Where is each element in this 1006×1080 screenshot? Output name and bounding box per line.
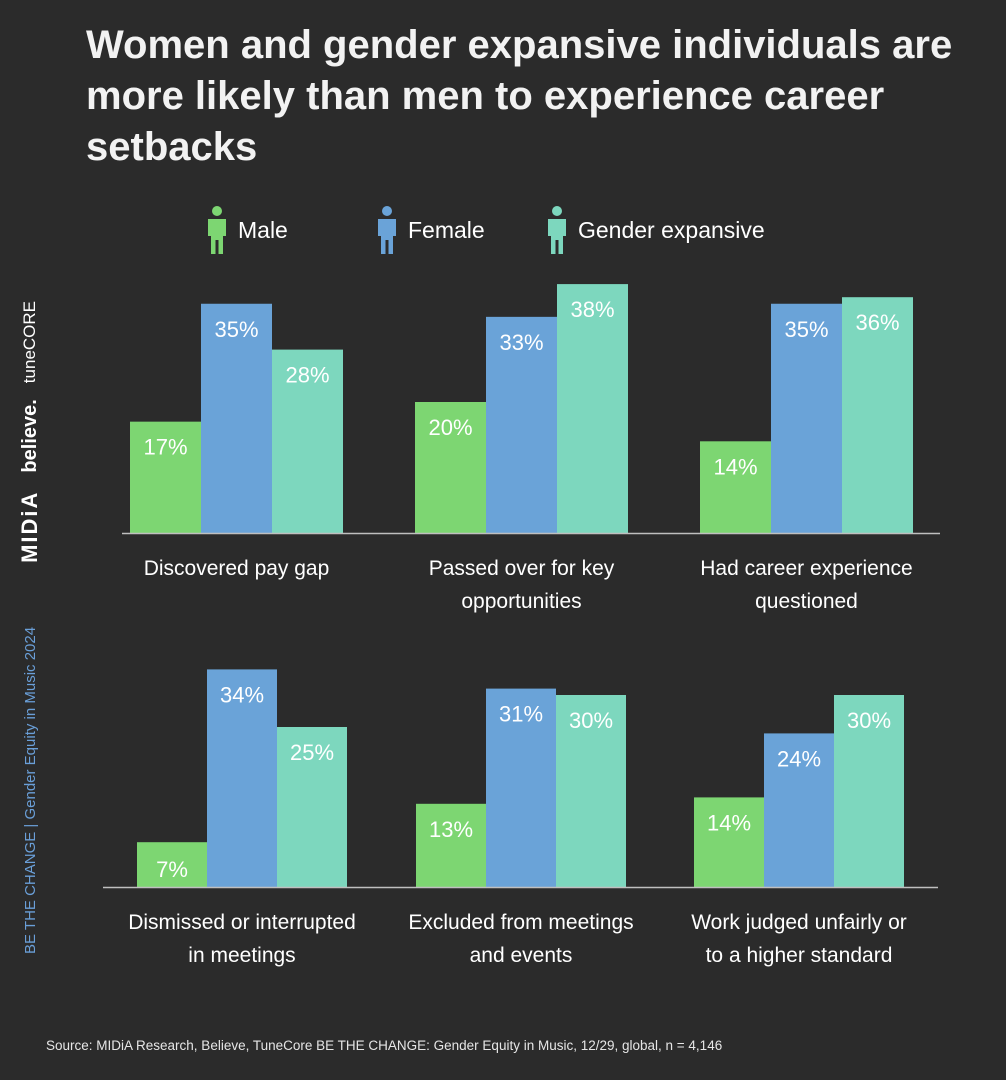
category-label-line: Had career experience — [700, 557, 912, 580]
person-icon — [378, 206, 396, 254]
bar — [272, 349, 343, 533]
category-label-line: Passed over for key — [429, 557, 615, 580]
bar-value-label: 30% — [569, 708, 613, 733]
category-label-line: Work judged unfairly or — [691, 911, 907, 934]
bar-value-label: 7% — [156, 857, 188, 882]
bar-value-label: 34% — [220, 682, 264, 707]
page-title: Women and gender expansive individuals a… — [86, 23, 953, 169]
tunecore-logo: tuneCORE — [20, 300, 39, 384]
bar — [486, 316, 557, 533]
category-label: Discovered pay gap — [144, 557, 330, 580]
bar-value-label: 35% — [784, 317, 828, 342]
category-label-line: and events — [470, 944, 573, 967]
person-icon — [208, 206, 226, 254]
bar-value-label: 20% — [428, 415, 472, 440]
bar — [557, 284, 628, 533]
category-label: Work judged unfairly or to a higher stand… — [691, 911, 907, 967]
legend-female-label: Female — [408, 216, 485, 243]
bar-value-label: 14% — [707, 810, 751, 835]
source-note: Source: MIDiA Research, Believe, TuneCor… — [46, 1038, 723, 1053]
category-label-line: questioned — [755, 590, 858, 613]
believe-logo: believe. — [18, 399, 41, 473]
category-label: Had career experience questioned — [700, 557, 912, 613]
bar — [700, 441, 771, 533]
bar — [764, 733, 834, 887]
bar-value-label: 24% — [777, 746, 821, 771]
category-label-line: in meetings — [188, 944, 295, 967]
bar-value-label: 17% — [143, 435, 187, 460]
bar — [415, 402, 486, 533]
legend-male: Male — [204, 204, 288, 256]
category-label-line: Excluded from meetings — [408, 911, 633, 934]
bar — [416, 803, 486, 887]
category-label: Passed over for key opportunities — [429, 557, 615, 613]
legend-gender-expansive-label: Gender expansive — [578, 216, 765, 243]
bar — [201, 303, 272, 533]
bar-value-label: 38% — [570, 297, 614, 322]
category-label: Excluded from meetings and events — [408, 911, 633, 967]
bar-value-label: 13% — [429, 817, 473, 842]
bar-value-label: 31% — [499, 702, 543, 727]
chart-panel: 7% 34% 25% Dismissed or interrupted in meeti… — [103, 669, 938, 967]
legend-gender-expansive: Gender expansive — [544, 204, 765, 256]
bar — [486, 688, 556, 887]
midia-logo: MIDiA — [17, 490, 42, 563]
bar — [694, 797, 764, 887]
sidebar-branding: BE THE CHANGE | Gender Equity in Music 2… — [2, 246, 58, 956]
legend-female: Female — [374, 204, 485, 256]
category-label-line: Discovered pay gap — [144, 557, 330, 580]
legend-male-label: Male — [238, 216, 288, 243]
bar-value-label: 30% — [847, 708, 891, 733]
bar — [137, 842, 207, 887]
bar-value-label: 35% — [214, 317, 258, 342]
bar-value-label: 25% — [290, 740, 334, 765]
bar — [556, 695, 626, 887]
category-label-line: opportunities — [461, 590, 581, 613]
bar-value-label: 33% — [499, 330, 543, 355]
bar — [207, 669, 277, 887]
bar-value-label: 28% — [285, 363, 329, 388]
bar — [277, 727, 347, 887]
sidebar-tagline: BE THE CHANGE | Gender Equity in Music 2… — [21, 626, 39, 954]
bar — [842, 297, 913, 533]
bar — [771, 303, 842, 533]
bar-value-label: 36% — [855, 310, 899, 335]
person-icon — [548, 206, 566, 254]
category-label-line: Dismissed or interrupted — [128, 911, 356, 934]
chart-panel: 17% 35% 28% Discovered pay gap 20% 33% 38% Pass… — [122, 284, 940, 613]
category-label-line: to a higher standard — [706, 944, 893, 967]
category-label: Dismissed or interrupted in meetings — [128, 911, 356, 967]
bar-value-label: 14% — [713, 454, 757, 479]
bar — [130, 421, 201, 533]
bar — [834, 695, 904, 887]
